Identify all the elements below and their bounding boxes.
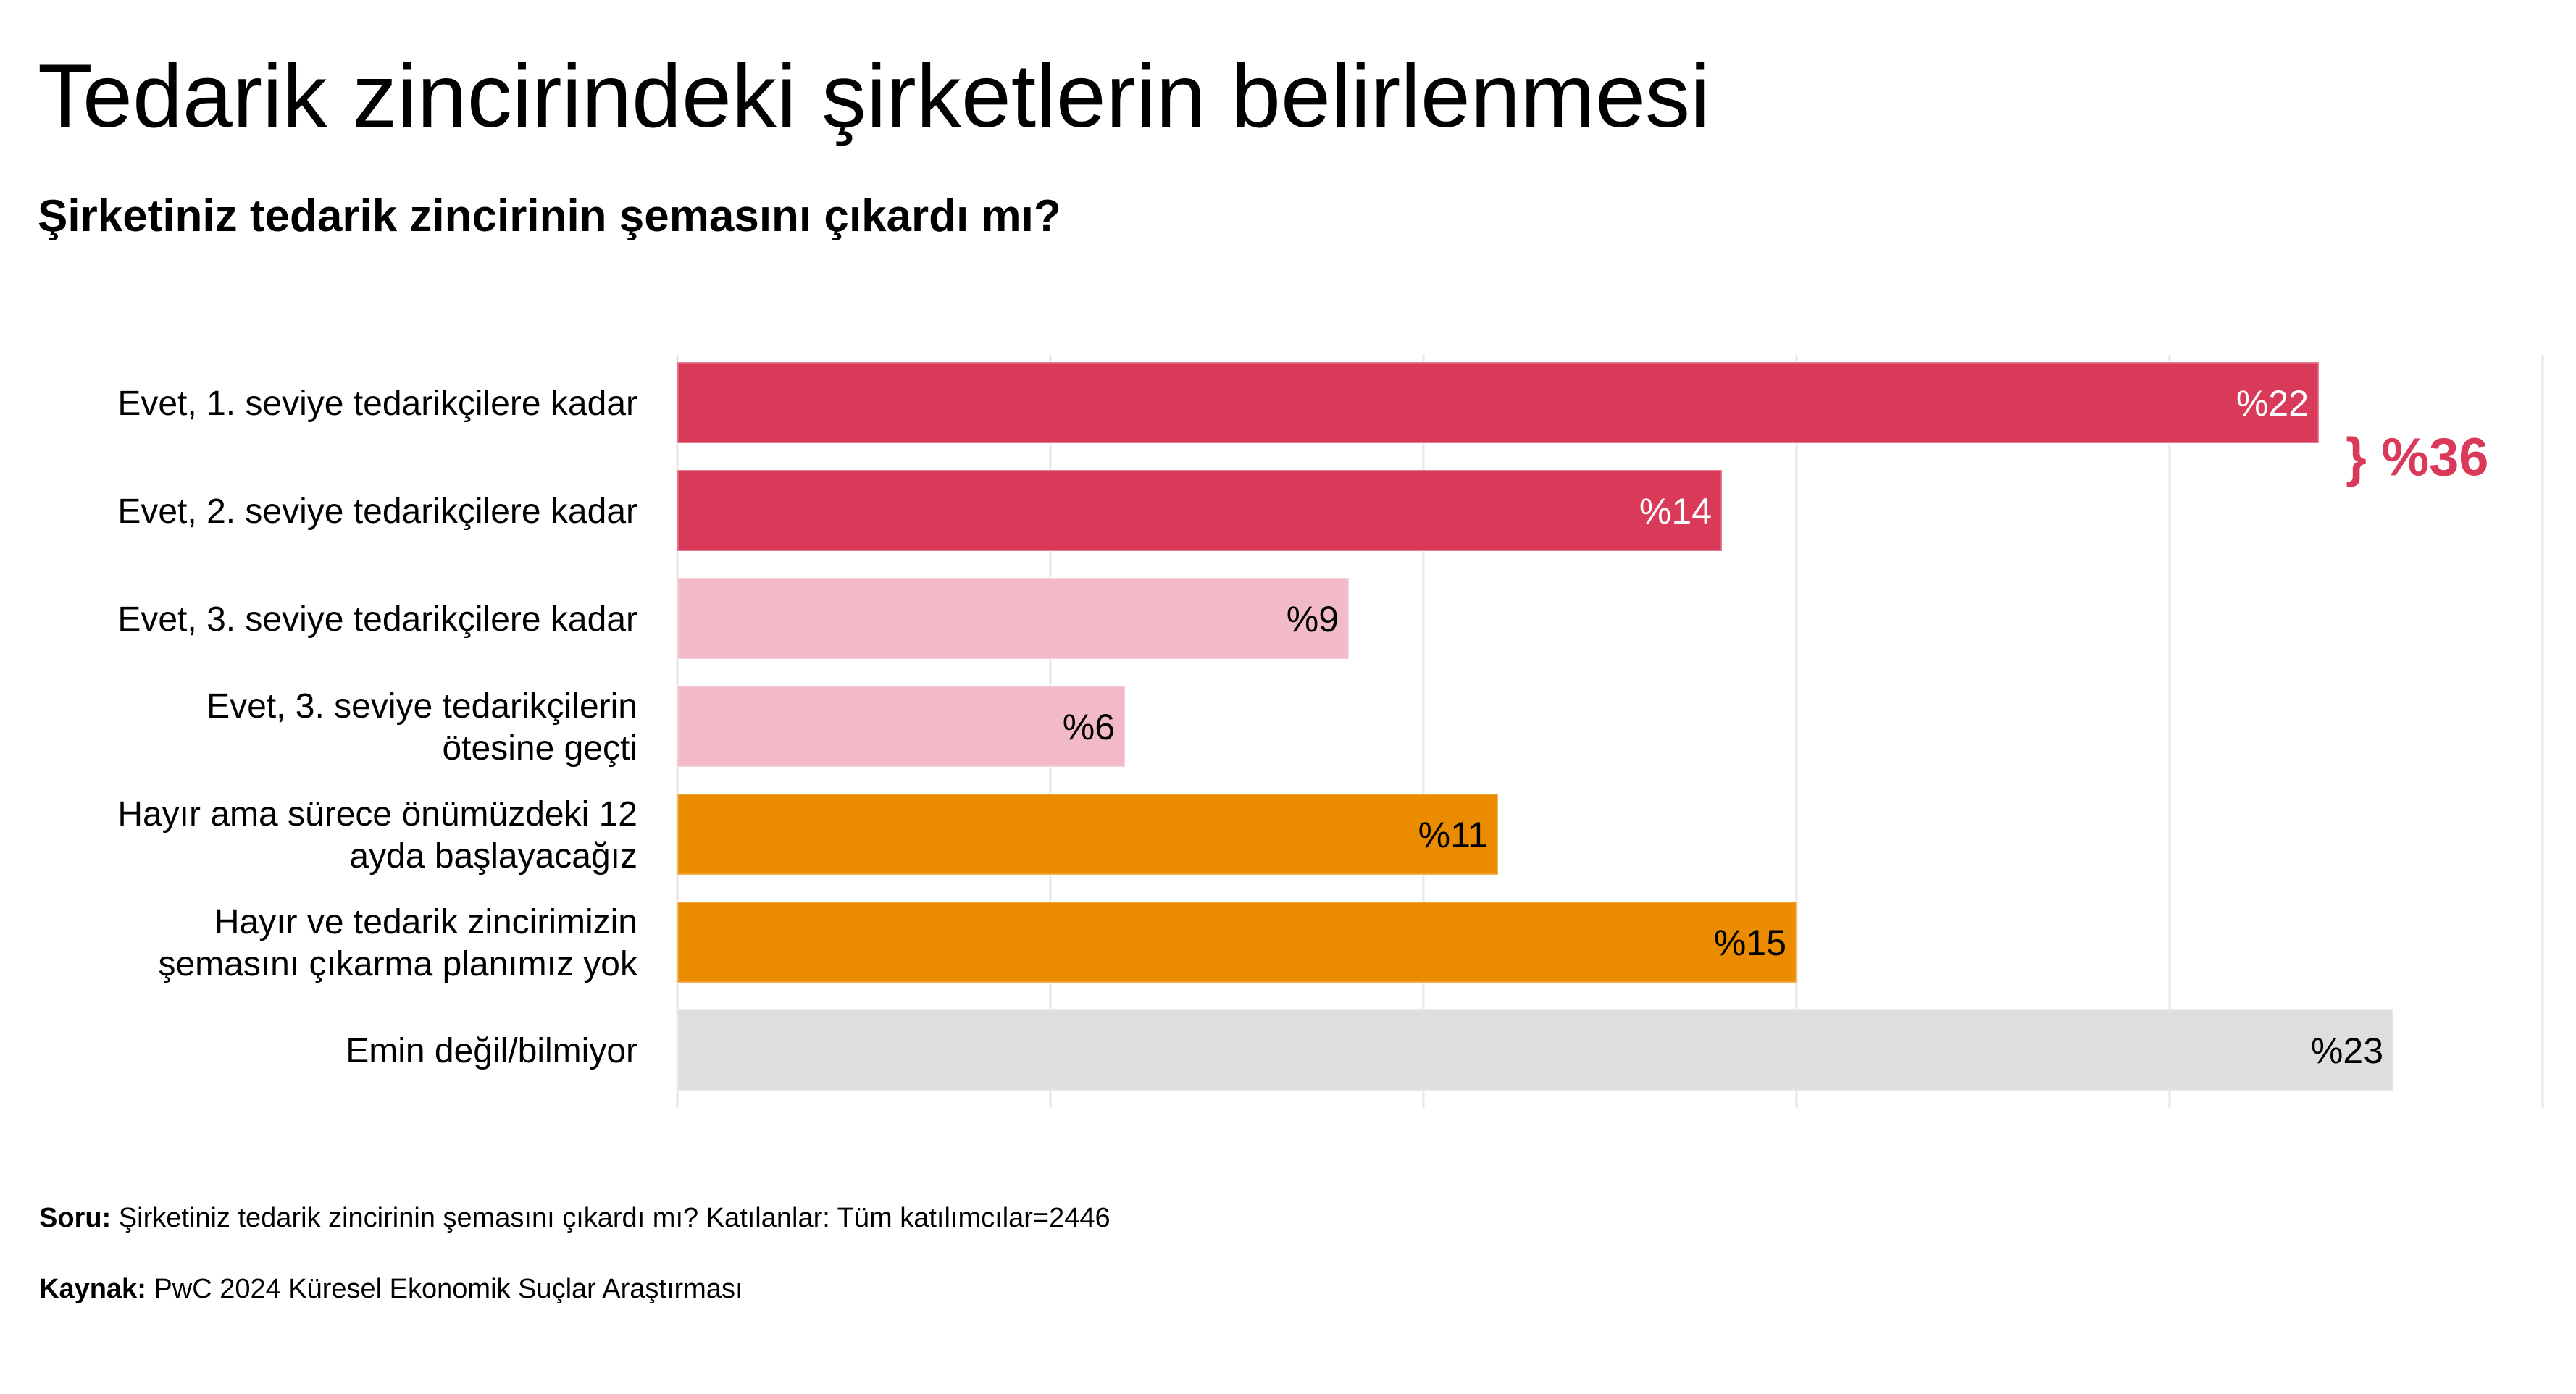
category-label: Evet, 3. seviye tedarikçilere kadar (117, 600, 637, 639)
value-label: %11 (1418, 815, 1488, 855)
category-label: ötesine geçti (442, 729, 637, 768)
footnote-source: Kaynak: PwC 2024 Küresel Ekonomik Suçlar… (39, 1273, 743, 1306)
category-label: Hayır ve tedarik zincirimizin (214, 903, 637, 941)
footnote-question: Soru: Şirketiniz tedarik zincirinin şema… (39, 1202, 1111, 1235)
bar (676, 792, 1500, 876)
category-label: şemasını çıkarma planımız yok (158, 945, 638, 983)
category-label: Evet, 2. seviye tedarikçilere kadar (117, 492, 637, 531)
category-label: Hayır ama sürece önümüzdeki 12 (117, 795, 637, 834)
category-label: Evet, 1. seviye tedarikçilere kadar (117, 385, 637, 423)
group-annotation: } %36 (2346, 427, 2488, 487)
chart-subtitle: Şirketiniz tedarik zincirinin şemasını ç… (38, 191, 1061, 241)
chart-title: Tedarik zincirindeki şirketlerin belirle… (38, 46, 1710, 146)
value-label: %9 (1287, 599, 1339, 639)
category-labels: Evet, 1. seviye tedarikçilere kadar Evet,… (117, 385, 638, 1070)
value-label: %14 (1639, 491, 1712, 532)
value-labels: %22 %14 %9 %6 %11 %15 %23 (1063, 383, 2383, 1071)
bar (676, 684, 1126, 768)
footnote-source-label: Kaynak: (39, 1274, 146, 1304)
footnote-question-label: Soru: (39, 1203, 112, 1233)
value-label: %22 (2236, 383, 2309, 424)
category-label: ayda başlayacağız (349, 837, 637, 876)
bar (676, 1008, 2395, 1092)
bar (676, 469, 1723, 553)
footnote-question-text: Şirketiniz tedarik zincirinin şemasını ç… (111, 1203, 1111, 1233)
category-label: Emin değil/bilmiyor (346, 1032, 637, 1070)
bar (676, 900, 1798, 984)
value-label: %6 (1063, 707, 1115, 747)
value-label: %23 (2311, 1030, 2383, 1071)
bar (676, 361, 2320, 445)
bar (676, 576, 1350, 660)
footnote-source-text: PwC 2024 Küresel Ekonomik Suçlar Araştır… (146, 1274, 743, 1304)
value-label: %15 (1714, 923, 1786, 963)
group-annotation-label: } %36 (2346, 427, 2488, 487)
bars (676, 361, 2395, 1092)
category-label: Evet, 3. seviye tedarikçilerin (206, 687, 637, 726)
